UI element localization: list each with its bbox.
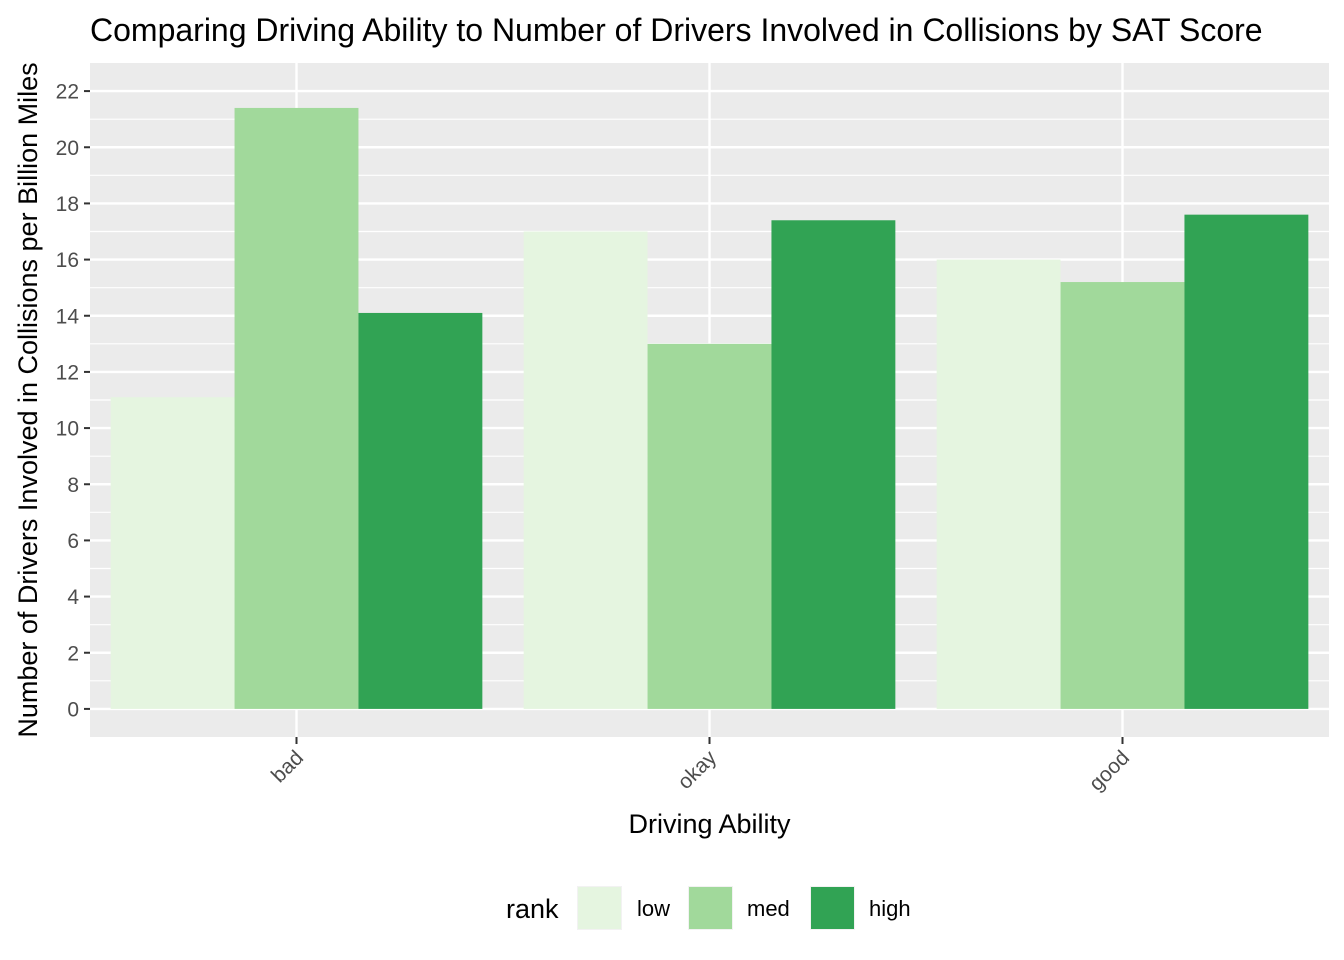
bar-med-okay [647,343,772,709]
legend-title: rank [506,894,559,924]
y-tick-label: 20 [56,137,79,160]
legend-label-high: high [869,896,911,921]
bar-high-okay [771,220,896,709]
legend: rank low med high [506,886,911,930]
bars [110,107,1309,709]
legend-key-low [578,887,621,929]
y-tick-label: 10 [56,418,79,441]
bar-low-bad [110,397,235,709]
chart-title: Comparing Driving Ability to Number of D… [90,12,1263,48]
bar-high-bad [358,312,483,709]
x-tick-label: okay [673,746,721,794]
y-axis-title: Number of Drivers Involved in Collisions… [13,62,43,737]
legend-key-high [811,887,854,929]
y-tick-label: 4 [67,586,79,609]
y-tick-label: 16 [56,249,79,272]
x-axis: bad okay good [267,737,1134,796]
y-axis: 0 2 4 6 8 10 12 14 16 18 20 22 [56,81,90,721]
y-tick-label: 14 [56,305,80,328]
bar-med-bad [234,107,359,709]
y-tick-label: 6 [67,530,79,553]
y-tick-label: 0 [67,698,79,721]
y-tick-label: 18 [56,193,79,216]
y-tick-label: 2 [67,642,79,665]
x-axis-title: Driving Ability [628,809,791,839]
legend-label-med: med [747,896,790,921]
legend-label-low: low [637,896,670,921]
bar-low-good [936,259,1061,709]
y-tick-label: 8 [67,474,79,497]
y-tick-label: 12 [56,361,79,384]
x-tick-label: good [1085,746,1134,795]
legend-key-med [689,887,732,929]
y-tick-label: 22 [56,81,79,104]
bar-high-good [1184,214,1309,709]
x-tick-label: bad [267,746,308,787]
bar-med-good [1060,282,1185,709]
bar-low-okay [523,231,648,709]
